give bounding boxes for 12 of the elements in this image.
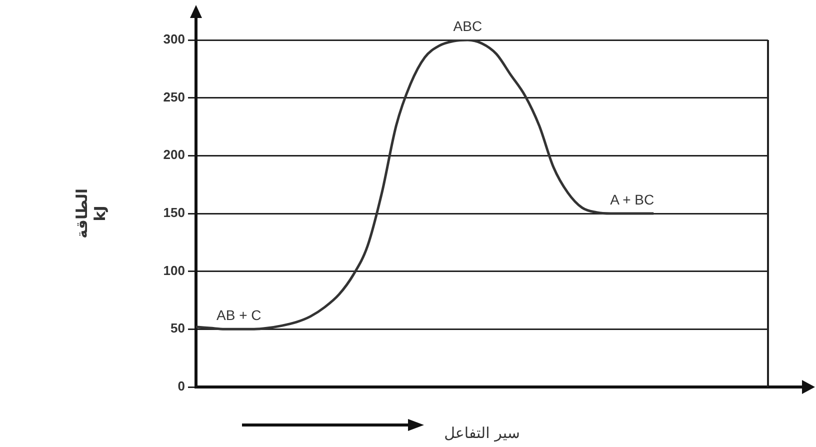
line-series xyxy=(194,40,655,330)
annotation: ABC xyxy=(453,18,482,34)
y-tick-label: 250 xyxy=(163,89,185,104)
x-axis-title: سير التفاعل xyxy=(444,424,520,442)
y-tick-label: 150 xyxy=(163,205,185,220)
y-tick-label: 50 xyxy=(170,320,185,336)
y-tick-label: 0 xyxy=(178,378,185,394)
y-tick-label: 300 xyxy=(163,32,185,47)
annotation: AB + C xyxy=(216,307,262,324)
annotation: A + BC xyxy=(610,191,654,208)
y-tick-label: 100 xyxy=(163,262,185,278)
y-tick-label: 200 xyxy=(163,147,185,162)
